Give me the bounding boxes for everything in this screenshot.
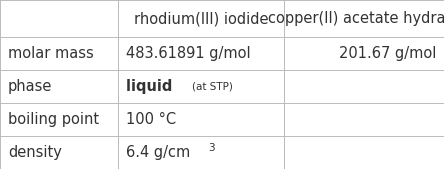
Text: 100 °C: 100 °C (126, 112, 176, 127)
Text: copper(II) acetate hydrate: copper(II) acetate hydrate (268, 11, 444, 26)
Text: 6.4 g/cm: 6.4 g/cm (126, 145, 190, 160)
Text: (at STP): (at STP) (192, 82, 233, 92)
Text: boiling point: boiling point (8, 112, 99, 127)
Text: 201.67 g/mol: 201.67 g/mol (339, 46, 436, 61)
Text: phase: phase (8, 79, 52, 94)
Text: liquid: liquid (126, 79, 177, 94)
Text: molar mass: molar mass (8, 46, 94, 61)
Text: density: density (8, 145, 62, 160)
Text: 483.61891 g/mol: 483.61891 g/mol (126, 46, 250, 61)
Text: 3: 3 (209, 143, 215, 153)
Text: rhodium(III) iodide: rhodium(III) iodide (134, 11, 268, 26)
